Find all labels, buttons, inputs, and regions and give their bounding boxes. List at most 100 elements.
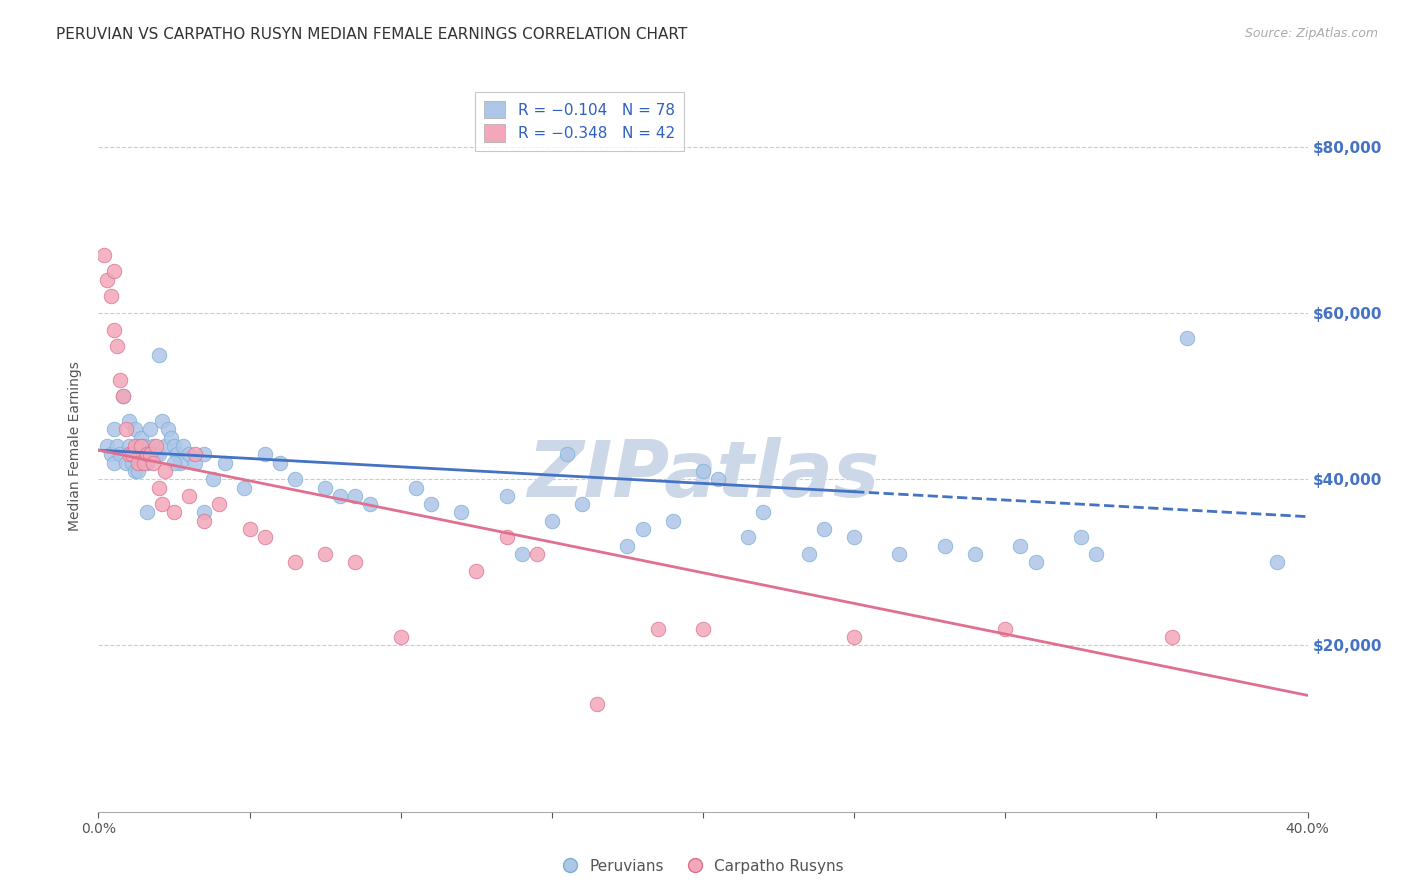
Point (100, 447, 122, 461)
Point (121, 447, 143, 461)
Point (193, 447, 215, 461)
Point (132, 447, 155, 461)
Point (647, 622, 669, 636)
Point (153, 439, 176, 453)
Point (111, 389, 134, 403)
Point (661, 514, 683, 528)
Point (108, 372, 131, 386)
Point (495, 530, 517, 544)
Point (142, 439, 165, 453)
Point (135, 456, 157, 470)
Point (114, 456, 136, 470)
Point (844, 530, 866, 544)
Point (193, 514, 215, 528)
Point (284, 555, 307, 569)
Point (121, 456, 143, 470)
Point (314, 547, 336, 561)
Point (124, 422, 146, 436)
Point (1267, 555, 1289, 569)
Point (103, 264, 125, 278)
Point (184, 456, 207, 470)
Point (121, 447, 143, 461)
Point (163, 439, 186, 453)
Point (202, 472, 225, 486)
Point (129, 431, 152, 445)
Point (555, 447, 578, 461)
Point (118, 414, 141, 428)
Point (105, 339, 128, 353)
Point (889, 547, 911, 561)
Point (169, 456, 191, 470)
Point (156, 422, 179, 436)
Point (163, 506, 186, 520)
Point (344, 489, 367, 503)
Point (124, 439, 146, 453)
Point (1160, 630, 1182, 644)
Point (132, 456, 155, 470)
Point (692, 464, 714, 478)
Point (193, 506, 215, 520)
Point (707, 472, 730, 486)
Y-axis label: Median Female Earnings: Median Female Earnings (69, 361, 83, 531)
Text: PERUVIAN VS CARPATHO RUSYN MEDIAN FEMALE EARNINGS CORRELATION CHART: PERUVIAN VS CARPATHO RUSYN MEDIAN FEMALE… (56, 27, 688, 42)
Point (1070, 530, 1092, 544)
Point (813, 522, 835, 536)
Point (127, 439, 149, 453)
Point (108, 447, 131, 461)
Point (360, 497, 382, 511)
Point (179, 447, 201, 461)
Point (166, 447, 188, 461)
Point (253, 447, 276, 461)
Point (103, 456, 125, 470)
Point (148, 481, 170, 495)
Text: Source: ZipAtlas.com: Source: ZipAtlas.com (1244, 27, 1378, 40)
Point (692, 622, 714, 636)
Point (132, 439, 155, 453)
Point (118, 439, 141, 453)
Point (994, 622, 1017, 636)
Point (127, 464, 149, 478)
Point (1024, 555, 1046, 569)
Point (127, 447, 149, 461)
Point (100, 289, 122, 303)
Point (269, 456, 291, 470)
Point (135, 447, 157, 461)
Point (214, 456, 236, 470)
Point (145, 439, 167, 453)
Point (172, 439, 194, 453)
Point (344, 555, 367, 569)
Point (160, 431, 183, 445)
Point (934, 539, 956, 553)
Point (150, 497, 173, 511)
Point (329, 489, 352, 503)
Point (510, 547, 533, 561)
Point (314, 481, 336, 495)
Point (239, 522, 262, 536)
Point (111, 389, 134, 403)
Point (142, 456, 165, 470)
Point (148, 347, 170, 362)
Point (405, 481, 427, 495)
Point (105, 439, 128, 453)
Point (163, 456, 186, 470)
Point (93, 248, 115, 262)
Text: ZIPatlas: ZIPatlas (527, 437, 879, 513)
Point (752, 506, 775, 520)
Point (1175, 331, 1198, 345)
Point (153, 464, 176, 478)
Legend: Peruvians, Carpatho Rusyns: Peruvians, Carpatho Rusyns (555, 853, 851, 880)
Point (139, 422, 162, 436)
Point (586, 697, 609, 711)
Point (540, 514, 562, 528)
Point (631, 522, 654, 536)
Point (96, 273, 118, 287)
Point (118, 447, 141, 461)
Point (571, 497, 593, 511)
Point (389, 630, 412, 644)
Point (420, 497, 443, 511)
Point (139, 447, 162, 461)
Point (232, 481, 254, 495)
Point (103, 422, 125, 436)
Point (1085, 547, 1108, 561)
Point (616, 539, 638, 553)
